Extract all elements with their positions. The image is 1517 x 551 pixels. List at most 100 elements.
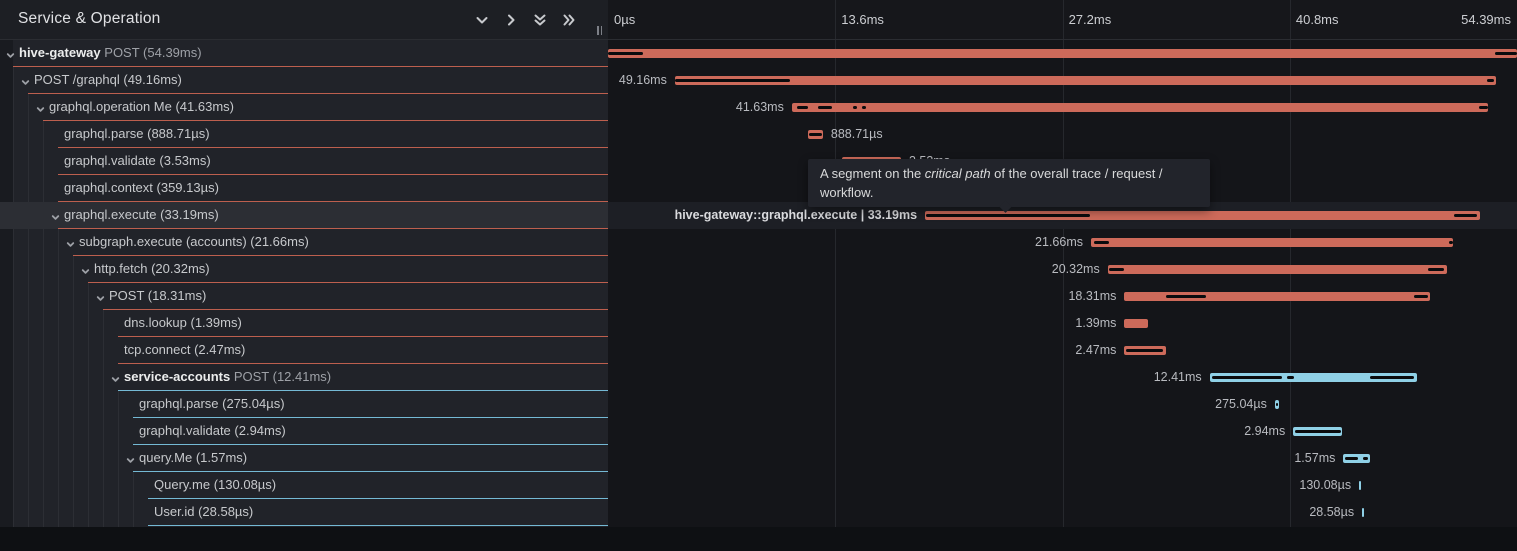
- span-name-label: graphql.context (359.13µs): [64, 180, 219, 195]
- trace-row-12[interactable]: tcp.connect (2.47ms): [0, 337, 608, 364]
- span-row-border: [88, 282, 608, 283]
- trace-row-14[interactable]: graphql.parse (275.04µs): [0, 391, 608, 418]
- span-name-label: graphql.validate (3.53ms): [64, 153, 211, 168]
- span-row-border: [148, 498, 608, 499]
- indent-guide: [73, 256, 74, 527]
- expand-chevron-icon[interactable]: [35, 102, 46, 113]
- expand-chevron-icon[interactable]: [5, 48, 16, 59]
- span-name-label: subgraph.execute (accounts) (21.66ms): [79, 234, 309, 249]
- axis-gridline: [1062, 0, 1064, 39]
- critical-path-segment: [1275, 403, 1279, 406]
- critical-path-segment: [1478, 106, 1488, 109]
- expand-chevron-icon[interactable]: [20, 75, 31, 86]
- critical-path-segment: [862, 106, 867, 109]
- span-name-label: Query.me (130.08µs): [154, 477, 277, 492]
- critical-path-segment: [1427, 268, 1444, 271]
- span-bar[interactable]: [1124, 319, 1148, 328]
- indent-guide: [58, 229, 59, 527]
- span-duration-label: 275.04µs: [1215, 397, 1267, 411]
- trace-row-11[interactable]: dns.lookup (1.39ms): [0, 310, 608, 337]
- span-bar[interactable]: [674, 76, 1497, 85]
- trace-row-1[interactable]: hive-gateway POST (54.39ms): [0, 40, 608, 67]
- span-name-label: User.id (28.58µs): [154, 504, 254, 519]
- timeline-axis: 0µs 13.6ms 27.2ms 40.8ms 54.39ms: [608, 0, 1517, 40]
- trace-row-9[interactable]: http.fetch (20.32ms): [0, 256, 608, 283]
- span-bar[interactable]: [925, 211, 1480, 220]
- trace-row-16[interactable]: query.Me (1.57ms): [0, 445, 608, 472]
- critical-path-segment: [674, 79, 791, 82]
- span-bar[interactable]: [1209, 373, 1418, 382]
- expand-chevron-icon[interactable]: [95, 291, 106, 302]
- indent-guide: [43, 121, 44, 527]
- span-bar[interactable]: [791, 103, 1488, 112]
- timeline-gridline: [1289, 40, 1291, 527]
- critical-path-segment: [608, 52, 644, 55]
- trace-row-3[interactable]: graphql.operation Me (41.63ms): [0, 94, 608, 121]
- trace-row-7[interactable]: graphql.execute (33.19ms): [0, 202, 608, 229]
- span-row-border: [118, 336, 608, 337]
- critical-path-segment: [1448, 241, 1453, 244]
- critical-path-segment: [1370, 376, 1414, 379]
- span-bar[interactable]: [1359, 481, 1362, 490]
- span-row-border: [28, 93, 608, 94]
- critical-path-segment: [809, 133, 822, 136]
- trace-row-8[interactable]: subgraph.execute (accounts) (21.66ms): [0, 229, 608, 256]
- span-bar[interactable]: [1107, 265, 1448, 274]
- indent-guide: [88, 283, 89, 527]
- double-chevron-down-icon[interactable]: [531, 11, 549, 29]
- critical-path-segment: [1362, 457, 1368, 460]
- chevron-down-icon[interactable]: [473, 11, 491, 29]
- span-name-label: graphql.parse (888.71µs): [64, 126, 210, 141]
- expand-chevron-icon[interactable]: [65, 237, 76, 248]
- span-row-border: [58, 147, 608, 148]
- trace-row-6[interactable]: graphql.context (359.13µs): [0, 175, 608, 202]
- span-bar[interactable]: [1362, 508, 1365, 517]
- span-duration-label: 130.08µs: [1299, 478, 1352, 492]
- axis-tick-label: 13.6ms: [841, 12, 884, 27]
- trace-row-5[interactable]: graphql.validate (3.53ms): [0, 148, 608, 175]
- axis-tick-label: 40.8ms: [1295, 12, 1339, 27]
- trace-row-13[interactable]: service-accounts POST (12.41ms): [0, 364, 608, 391]
- span-row-border: [118, 363, 608, 364]
- span-duration-label: 1.39ms: [1075, 316, 1117, 330]
- span-bar[interactable]: [608, 49, 1517, 58]
- axis-tick-label: 0µs: [614, 12, 636, 27]
- axis-gridline: [1289, 0, 1291, 39]
- panel-resize-grip[interactable]: [597, 26, 602, 35]
- span-duration-label: 41.63ms: [735, 100, 784, 114]
- trace-row-4[interactable]: graphql.parse (888.71µs): [0, 121, 608, 148]
- span-name-label: hive-gateway POST (54.39ms): [19, 40, 202, 66]
- timeline-gridline: [835, 40, 837, 527]
- critical-path-segment: [817, 106, 832, 109]
- critical-path-tooltip: A segment on the critical path of the ov…: [808, 159, 1210, 213]
- operation-name: POST (12.41ms): [230, 369, 332, 384]
- chevron-right-icon[interactable]: [502, 11, 520, 29]
- span-row-border: [103, 309, 608, 310]
- span-row-border: [133, 444, 608, 445]
- span-duration-label: 12.41ms: [1153, 370, 1202, 384]
- trace-row-10[interactable]: POST (18.31ms): [0, 283, 608, 310]
- span-bar[interactable]: [1090, 238, 1453, 247]
- span-name-label: service-accounts POST (12.41ms): [124, 364, 331, 390]
- span-bar[interactable]: [1124, 292, 1431, 301]
- trace-row-2[interactable]: POST /graphql (49.16ms): [0, 67, 608, 94]
- service-name: service-accounts: [124, 369, 231, 384]
- span-row-border: [43, 120, 608, 121]
- span-name-label: tcp.connect (2.47ms): [124, 342, 246, 357]
- expand-chevron-icon[interactable]: [110, 372, 121, 383]
- expand-chevron-icon[interactable]: [50, 210, 61, 221]
- span-name-label: POST /graphql (49.16ms): [34, 72, 182, 87]
- axis-gridline: [835, 0, 837, 39]
- expand-chevron-icon[interactable]: [125, 453, 136, 464]
- expand-chevron-icon[interactable]: [80, 264, 91, 275]
- critical-path-segment: [1487, 79, 1494, 82]
- span-duration-label: 888.71µs: [830, 127, 883, 141]
- trace-row-18[interactable]: User.id (28.58µs): [0, 499, 608, 526]
- trace-row-17[interactable]: Query.me (130.08µs): [0, 472, 608, 499]
- span-row-border: [73, 255, 608, 256]
- critical-path-segment: [1126, 349, 1163, 352]
- trace-row-15[interactable]: graphql.validate (2.94ms): [0, 418, 608, 445]
- double-chevron-right-icon[interactable]: [560, 11, 578, 29]
- critical-path-segment: [1454, 214, 1478, 217]
